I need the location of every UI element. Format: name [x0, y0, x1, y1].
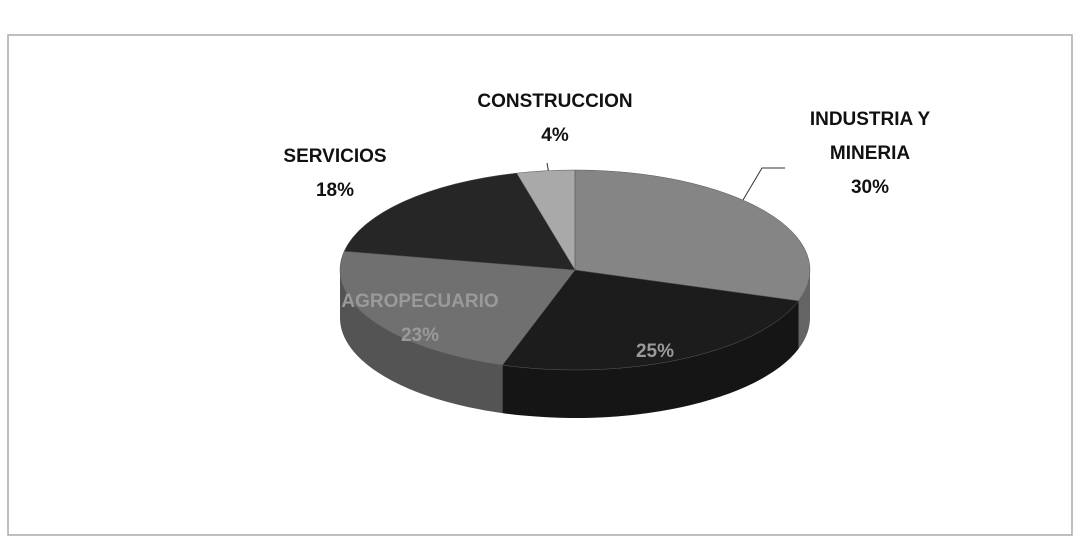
slice [574, 169, 811, 302]
leader-line [739, 167, 785, 206]
value-label: 30% [850, 177, 890, 198]
data-label: 25% [580, 335, 730, 369]
data-label: CONSTRUCCION 4% [470, 85, 640, 153]
category-label: AGROPECUARIO [341, 291, 499, 312]
slice-side [502, 300, 799, 418]
data-label: INDUSTRIA Y MINERIA 30% [790, 103, 950, 205]
category-label: SERVICIOS [283, 146, 387, 167]
category-label: CONSTRUCCION [477, 91, 633, 112]
value-label: 23% [400, 325, 440, 346]
value-label: 4% [541, 125, 569, 146]
slice [501, 269, 799, 371]
data-label: AGROPECUARIO 23% [340, 285, 500, 353]
slice-side [798, 270, 810, 349]
chart-frame [7, 34, 1073, 536]
slice [339, 250, 576, 366]
data-label: SERVICIOS 18% [270, 140, 400, 208]
slice-side [340, 270, 503, 414]
slice [343, 172, 576, 271]
category-label: INDUSTRIA Y MINERIA [809, 109, 931, 164]
value-label: 18% [315, 180, 355, 201]
value-label: 25% [635, 341, 675, 362]
